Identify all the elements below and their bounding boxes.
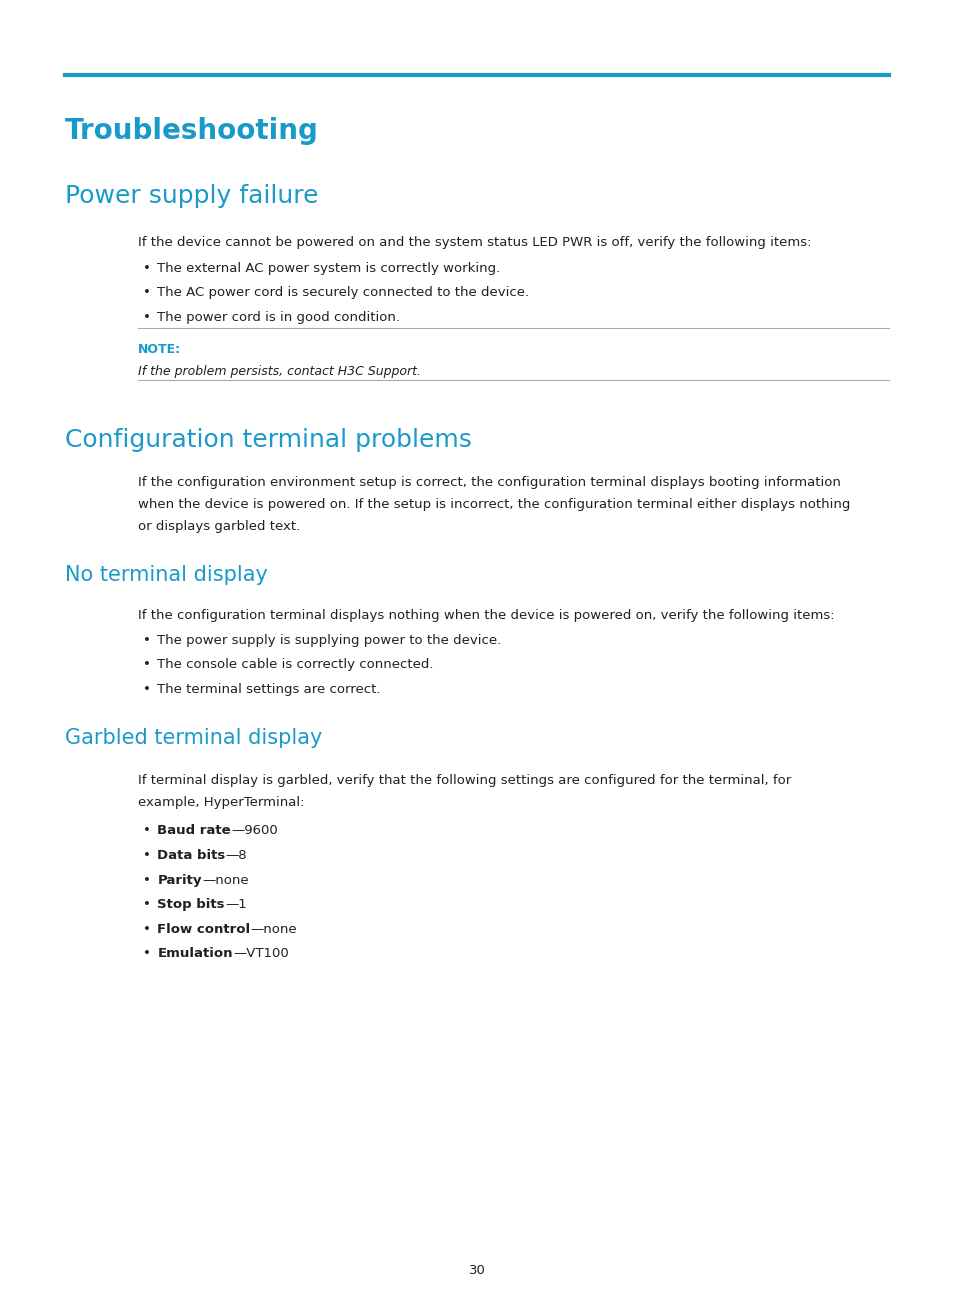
Text: If the problem persists, contact H3C Support.: If the problem persists, contact H3C Sup… bbox=[138, 365, 421, 378]
Text: —none: —none bbox=[251, 923, 296, 936]
Text: —8: —8 bbox=[226, 849, 247, 862]
Text: •: • bbox=[143, 262, 151, 275]
Text: •: • bbox=[143, 634, 151, 647]
Text: Configuration terminal problems: Configuration terminal problems bbox=[65, 428, 471, 452]
Text: If the device cannot be powered on and the system status LED PWR is off, verify : If the device cannot be powered on and t… bbox=[138, 236, 811, 249]
Text: •: • bbox=[143, 947, 151, 960]
Text: Garbled terminal display: Garbled terminal display bbox=[65, 728, 322, 748]
Text: Power supply failure: Power supply failure bbox=[65, 184, 318, 209]
Text: when the device is powered on. If the setup is incorrect, the configuration term: when the device is powered on. If the se… bbox=[138, 498, 850, 511]
Text: If the configuration environment setup is correct, the configuration terminal di: If the configuration environment setup i… bbox=[138, 476, 841, 489]
Text: If terminal display is garbled, verify that the following settings are configure: If terminal display is garbled, verify t… bbox=[138, 774, 791, 787]
Text: •: • bbox=[143, 683, 151, 696]
Text: Data bits: Data bits bbox=[157, 849, 226, 862]
Text: The AC power cord is securely connected to the device.: The AC power cord is securely connected … bbox=[157, 286, 529, 299]
Text: The power supply is supplying power to the device.: The power supply is supplying power to t… bbox=[157, 634, 501, 647]
Text: The terminal settings are correct.: The terminal settings are correct. bbox=[157, 683, 380, 696]
Text: •: • bbox=[143, 286, 151, 299]
Text: —none: —none bbox=[202, 874, 249, 886]
Text: Baud rate: Baud rate bbox=[157, 824, 231, 837]
Text: No terminal display: No terminal display bbox=[65, 565, 268, 584]
Text: or displays garbled text.: or displays garbled text. bbox=[138, 520, 300, 533]
Text: example, HyperTerminal:: example, HyperTerminal: bbox=[138, 796, 305, 809]
Text: The external AC power system is correctly working.: The external AC power system is correctl… bbox=[157, 262, 500, 275]
Text: Parity: Parity bbox=[157, 874, 202, 886]
Text: The power cord is in good condition.: The power cord is in good condition. bbox=[157, 311, 400, 324]
Text: Troubleshooting: Troubleshooting bbox=[65, 117, 318, 145]
Text: •: • bbox=[143, 898, 151, 911]
Text: •: • bbox=[143, 874, 151, 886]
Text: Emulation: Emulation bbox=[157, 947, 233, 960]
Text: •: • bbox=[143, 824, 151, 837]
Text: The console cable is correctly connected.: The console cable is correctly connected… bbox=[157, 658, 434, 671]
Text: •: • bbox=[143, 849, 151, 862]
Text: —9600: —9600 bbox=[231, 824, 277, 837]
Text: Stop bits: Stop bits bbox=[157, 898, 225, 911]
Text: Flow control: Flow control bbox=[157, 923, 251, 936]
Text: •: • bbox=[143, 311, 151, 324]
Text: 30: 30 bbox=[468, 1264, 485, 1277]
Text: NOTE:: NOTE: bbox=[138, 343, 181, 356]
Text: •: • bbox=[143, 658, 151, 671]
Text: —1: —1 bbox=[225, 898, 247, 911]
Text: —VT100: —VT100 bbox=[233, 947, 289, 960]
Text: If the configuration terminal displays nothing when the device is powered on, ve: If the configuration terminal displays n… bbox=[138, 609, 834, 622]
Text: •: • bbox=[143, 923, 151, 936]
